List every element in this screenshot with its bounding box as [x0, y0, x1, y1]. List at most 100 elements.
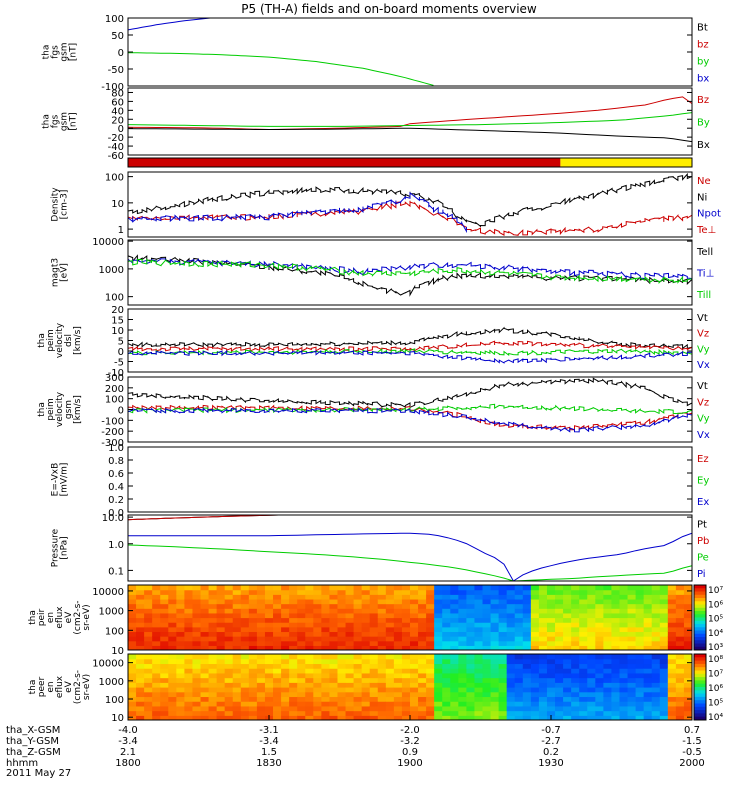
- spectrogram-cell: [200, 640, 210, 646]
- spectrogram-cell: [152, 701, 161, 707]
- y-tick-label: -200: [101, 427, 124, 438]
- spectrogram-cell: [184, 640, 194, 646]
- spectrogram-cell: [506, 598, 516, 605]
- spectrogram-cell: [361, 617, 371, 623]
- spectrogram-cell: [635, 668, 645, 674]
- y-tick-label: -5: [114, 358, 124, 369]
- spectrogram-cell: [329, 612, 339, 619]
- spectrogram-cell: [571, 691, 580, 698]
- spectrogram-cell: [434, 598, 443, 605]
- spectrogram-cell: [216, 654, 226, 660]
- spectrogram-cell: [321, 672, 331, 679]
- spectrogram-cell: [345, 640, 355, 646]
- spectrogram-cell: [200, 696, 210, 702]
- spectrogram-cell: [474, 626, 484, 633]
- spectrogram-cell: [538, 585, 548, 591]
- spectrogram-cell: [128, 705, 137, 712]
- spectrogram-cell: [297, 677, 306, 683]
- spectrogram-cell: [297, 589, 306, 595]
- legend-by: By: [697, 118, 710, 129]
- spectrogram-cell: [418, 640, 427, 646]
- spectrogram-cell: [160, 715, 169, 720]
- legend-tell: Tell: [696, 247, 713, 258]
- spectrogram-cell: [643, 677, 653, 683]
- spectrogram-cell: [313, 608, 322, 614]
- spectrogram-cell: [393, 705, 403, 712]
- spectrogram-cell: [361, 645, 371, 650]
- spectrogram-cell: [289, 663, 298, 669]
- spectrogram-cell: [216, 603, 226, 609]
- spectrogram-cell: [490, 696, 500, 702]
- spectrogram-cell: [530, 608, 540, 614]
- spectrogram-cell: [482, 682, 492, 688]
- spectrogram-cell: [466, 612, 476, 619]
- spectrogram-cell: [289, 715, 298, 720]
- y-tick-label: 1: [118, 225, 124, 236]
- spectrogram-cell: [458, 589, 467, 595]
- spectrogram-cell: [474, 640, 484, 646]
- spectrogram-cell: [458, 622, 467, 628]
- spectrogram-cell: [490, 608, 500, 614]
- spectrogram-cell: [675, 608, 685, 614]
- spectrogram-cell: [555, 636, 564, 642]
- spectrogram-cell: [377, 696, 387, 702]
- spectrogram-cell: [627, 682, 637, 688]
- colorbar-frame: [693, 584, 707, 651]
- spectrogram-cell: [224, 598, 234, 605]
- spectrogram-cell: [619, 636, 629, 642]
- spectrogram-cell: [643, 705, 653, 712]
- spectrogram-cell: [651, 710, 661, 716]
- spectrogram-cell: [264, 645, 274, 650]
- spectrogram-cell: [240, 668, 250, 674]
- spectrogram-cell: [160, 612, 169, 619]
- spectrogram-cell: [571, 645, 580, 650]
- spectrogram-cell: [273, 672, 282, 679]
- spectrogram-cell: [683, 626, 692, 633]
- spectrogram-cell: [353, 594, 363, 600]
- spectrogram-cell: [208, 715, 218, 720]
- spectrogram-cell: [579, 668, 588, 674]
- spectrogram-cell: [273, 603, 282, 609]
- spectrogram-cell: [555, 677, 564, 683]
- spectrogram-cell: [224, 603, 234, 609]
- spectrogram-cell: [256, 608, 266, 614]
- colorbar-label: 10⁵: [708, 699, 723, 709]
- spectrogram-cell: [353, 626, 363, 633]
- spectrogram-cell: [393, 687, 403, 693]
- spectrogram-cell: [675, 626, 685, 633]
- spectrogram-cell: [410, 622, 419, 628]
- spectrogram-cell: [401, 603, 411, 609]
- spectrogram-cell: [240, 705, 250, 712]
- spectrogram-cell: [683, 603, 692, 609]
- spectrogram-cell: [651, 598, 661, 605]
- spectrogram-cell: [651, 691, 661, 698]
- spectrogram-cell: [410, 603, 419, 609]
- spectrogram-cell: [248, 696, 258, 702]
- spectrogram-cell: [297, 598, 306, 605]
- spectrogram-cell: [418, 603, 427, 609]
- spectrogram-cell: [675, 645, 685, 650]
- spectrogram-cell: [675, 589, 685, 595]
- spectrogram-cell: [281, 701, 290, 707]
- spectrogram-cell: [168, 589, 177, 595]
- spectrogram-cell: [490, 687, 500, 693]
- spectrogram-cell: [385, 645, 395, 650]
- spectrogram-cell: [587, 636, 596, 642]
- spectrogram-cell: [418, 696, 427, 702]
- spectrogram-cell: [321, 617, 331, 623]
- spectrogram-cell: [361, 715, 371, 720]
- spectrogram-cell: [498, 696, 508, 702]
- spectrogram-cell: [168, 658, 177, 665]
- spectrogram-cell: [297, 631, 306, 637]
- spectrogram-cell: [305, 705, 314, 712]
- spectrogram-cell: [506, 589, 516, 595]
- spectrogram-cell: [530, 631, 540, 637]
- spectrogram-cell: [289, 687, 298, 693]
- spectrogram-cell: [434, 710, 443, 716]
- spectrogram-cell: [522, 715, 532, 720]
- spectrogram-cell: [546, 672, 556, 679]
- spectrogram-cell: [337, 672, 347, 679]
- series-lines: [128, 18, 434, 86]
- spectrogram-cell: [176, 696, 185, 702]
